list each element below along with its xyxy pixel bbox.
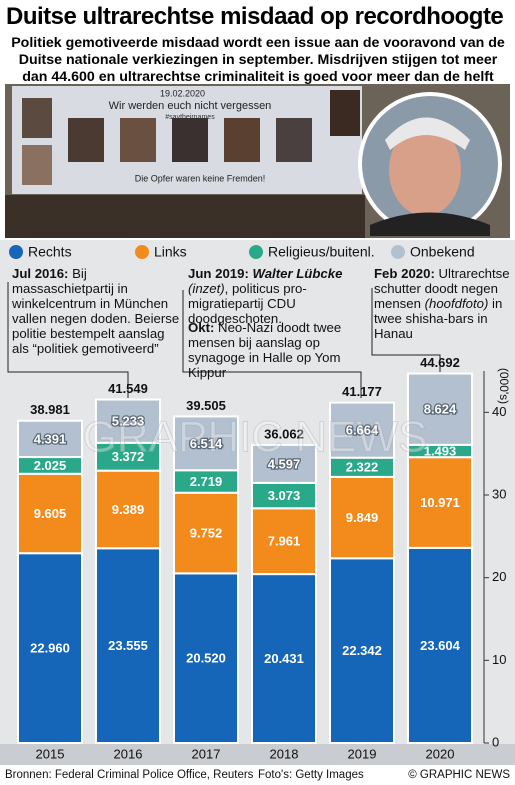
total-label: 38.981 [30,402,70,417]
bar-segment [329,401,395,459]
bar-segment [407,372,473,446]
y-tick-label: 20 [492,569,506,584]
segment-label: 10.971 [420,495,460,510]
photo-text: Wir werden euch nicht vergessen [109,100,272,112]
bar-segment [251,443,317,484]
y-tick-label: 30 [492,486,506,501]
annotation-lead: Okt: [188,320,215,335]
annotation-lead: Feb 2020: [374,266,435,281]
total-label: 39.505 [186,398,226,413]
sources: Bronnen: Federal Criminal Police Office,… [5,769,254,781]
annotation-text: in twee shisha-bars in Hanau [374,296,503,341]
segment-label: 2.025 [34,458,67,473]
annotation: Okt: Neo-Nazi doodt twee mensen bij aans… [188,320,366,380]
segment-label: 22.960 [30,641,70,656]
total-label: 41.177 [342,384,382,399]
bar-segment [251,573,317,745]
annotation-note: (hoofdfoto) [424,296,489,311]
annotation-name: Walter Lübcke [252,266,343,281]
segment-label: 1.493 [424,443,457,458]
legend-swatch [9,245,23,259]
title: Duitse ultrarechtse misdaad op recordhoo… [6,3,504,30]
y-axis-label: (000's) [497,368,511,404]
annotation-note: (inzet) [188,281,225,296]
segment-label: 4.597 [268,456,301,471]
legend-label: Links [154,244,187,260]
annotation-text: Neo-Nazi doodt twee mensen bij aanslag o… [188,320,342,380]
total-label: 41.549 [108,381,148,396]
subtitle: Politiek gemotiveerde misdaad wordt een … [11,35,505,85]
legend-label: Rechts [28,244,72,260]
annotation-lead: Jul 2016: [12,266,69,281]
annotation-lead: Jun 2019: [188,266,249,281]
photo-text: #saytheirnames [165,114,215,121]
annotation: Jun 2019: Walter Lübcke (inzet), politic… [188,266,366,326]
x-tick-label: 2015 [36,746,65,761]
legend-label: Religieus/buitenl. [268,244,375,260]
bar-segment [173,572,239,744]
total-label: 36.062 [264,426,304,441]
segment-label: 22.342 [342,643,382,658]
segment-label: 20.431 [264,651,304,666]
segment-label: 5.233 [112,414,145,429]
x-tick-label: 2016 [114,746,143,761]
annotation-text: Ultrarechtse schutter doodt negen mensen [374,266,510,311]
annotation: Jul 2016: Bij massaschietpartij in winke… [12,266,180,356]
annotation: Feb 2020: Ultrarechtse schutter doodt ne… [374,266,514,341]
x-tick-label: 2020 [426,746,455,761]
segment-label: 9.849 [346,510,379,525]
segment-label: 4.391 [34,431,67,446]
segment-label: 3.073 [268,488,301,503]
segment-label: 23.555 [108,638,148,653]
y-tick-label: 0 [492,734,499,749]
segment-label: 9.389 [112,502,145,517]
total-label: 44.692 [420,355,460,370]
bar-segment [173,415,239,472]
bar-segment [17,419,83,459]
legend-swatch [391,245,405,259]
bar-segment [407,456,473,549]
y-tick-label: 10 [492,652,506,667]
segment-label: 7.961 [268,534,301,549]
x-tick-label: 2017 [192,746,221,761]
segment-label: 20.520 [186,651,226,666]
y-tick-label: 40 [492,404,506,419]
bar-segment [17,552,83,744]
legend-swatch [135,245,149,259]
bar-segment [95,398,161,444]
x-tick-label: 2019 [348,746,377,761]
legend-label: Onbekend [410,244,475,260]
photo-credit: Foto's: Getty Images [258,769,364,781]
x-axis-band [0,744,515,765]
bar-segment [95,547,161,745]
annotation-text: , politicus pro-migratiepartij CDU doodg… [188,281,307,326]
bar-segment [95,469,161,550]
segment-label: 2.719 [190,474,223,489]
x-tick-label: 2018 [270,746,299,761]
bar-segment [329,557,395,745]
segment-label: 2.322 [346,460,379,475]
segment-label: 9.605 [34,506,67,521]
copyright: © GRAPHIC NEWS [408,769,510,781]
bar-segment [407,546,473,744]
watermark: GRAPHIC NEWS [83,413,428,462]
bar-segment [17,472,83,555]
segment-label: 6.664 [346,423,379,438]
segment-label: 6.514 [190,436,223,451]
segment-label: 8.624 [424,402,457,417]
legend-swatch [249,245,263,259]
leader-lines [7,282,441,398]
segment-label: 23.604 [420,638,461,653]
bar-segment [95,441,161,472]
annotation-text: Bij massaschietpartij in winkelcentrum i… [12,266,180,356]
segment-label: 9.752 [190,525,223,540]
bar-segment [329,475,395,560]
photo-text: Die Opfer waren keine Fremden! [135,173,266,183]
photo-text: 19.02.2020 [160,88,205,98]
photo: 19.02.2020 Wir werden euch nicht vergess… [5,84,510,238]
segment-label: 3.372 [112,449,145,464]
